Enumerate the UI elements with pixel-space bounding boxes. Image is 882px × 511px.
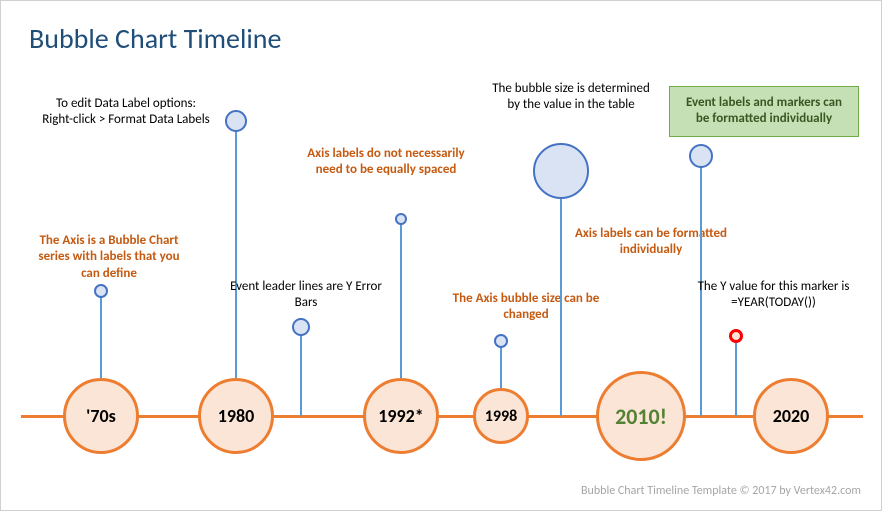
leader-line [560, 171, 562, 416]
page-title: Bubble Chart Timeline [29, 21, 281, 56]
event-marker [729, 329, 743, 343]
axis-bubble: 2010! [596, 371, 686, 461]
event-label: The bubble size is determined by the val… [486, 81, 656, 114]
axis-bubble: 1998 [473, 388, 529, 444]
leader-line [235, 121, 237, 416]
event-label: Event leader lines are Y Error Bars [221, 279, 391, 312]
axis-bubble: 1992* [363, 378, 439, 454]
event-label: The Y value for this marker is =YEAR(TOD… [681, 279, 866, 312]
leader-line [735, 336, 737, 416]
axis-bubble: 2020 [753, 378, 829, 454]
event-label: The Axis is a Bubble Chart series with l… [29, 233, 189, 282]
axis-bubble: '70s [63, 378, 139, 454]
leader-line [300, 327, 302, 416]
event-marker [225, 110, 247, 132]
event-callout: Event labels and markers can be formatte… [669, 86, 859, 137]
event-marker [533, 143, 589, 199]
event-label: Axis labels do not necessarily need to b… [301, 146, 471, 179]
event-marker [689, 144, 713, 168]
event-label: Axis labels can be formatted individuall… [566, 226, 736, 259]
event-label: To edit Data Label options: Right-click … [41, 96, 211, 129]
footer-text: Bubble Chart Timeline Template © 2017 by… [581, 484, 861, 498]
event-marker [94, 284, 108, 298]
axis-bubble: 1980 [198, 378, 274, 454]
event-marker [494, 334, 508, 348]
event-label: The Axis bubble size can be changed [431, 291, 621, 324]
event-marker [395, 213, 407, 225]
event-marker [292, 318, 310, 336]
